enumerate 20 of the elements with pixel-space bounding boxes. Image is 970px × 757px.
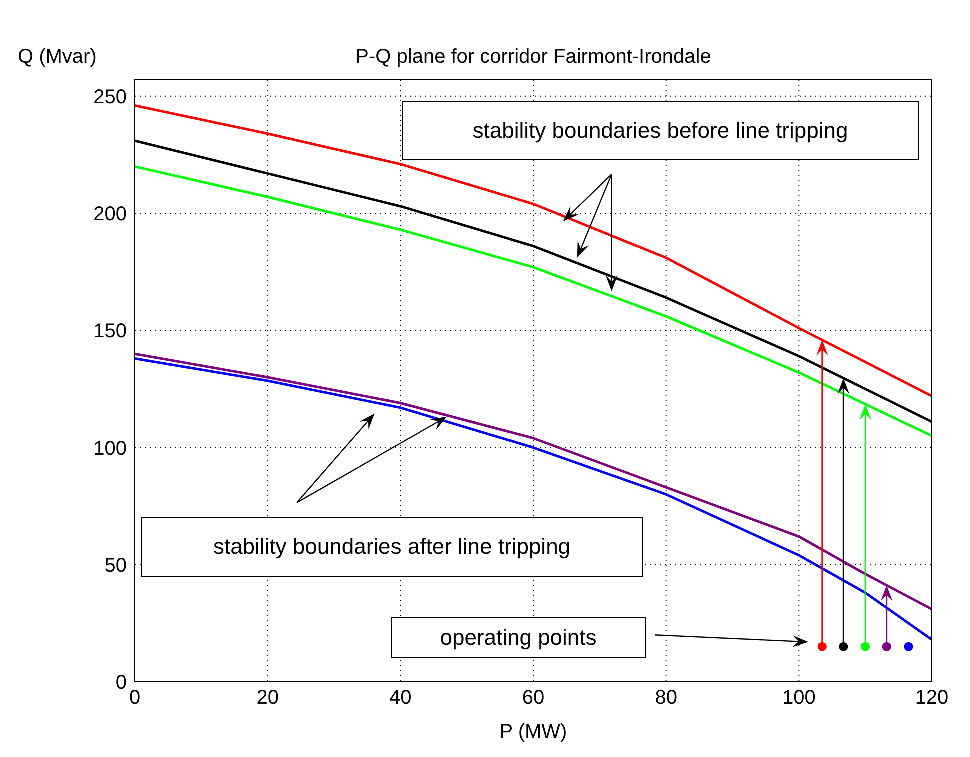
y-tick-label: 150 — [94, 320, 127, 343]
x-tick-label: 40 — [390, 687, 412, 710]
y-axis-title: Q (Mvar) — [18, 46, 97, 69]
x-axis-title: P (MW) — [500, 721, 568, 743]
x-tick-label: 60 — [522, 687, 545, 710]
y-tick-label: 250 — [94, 86, 127, 108]
callout-box: operating points — [391, 617, 646, 658]
x-tick-label: 0 — [129, 687, 141, 710]
y-tick-label: 200 — [94, 204, 127, 226]
callout-box: stability boundaries before line tripping — [402, 101, 919, 160]
y-tick-label: 100 — [94, 438, 127, 460]
x-tick-label: 20 — [256, 687, 279, 710]
x-tick-label: 80 — [655, 687, 678, 710]
x-tick-label: 100 — [782, 687, 816, 710]
callout-box: stability boundaries after line tripping — [141, 517, 643, 577]
y-tick-label: 50 — [104, 554, 127, 577]
x-tick-label: 120 — [915, 687, 949, 710]
chart-title: P-Q plane for corridor Fairmont-Irondale — [354, 46, 712, 69]
y-tick-label: 0 — [116, 672, 127, 694]
line-series — [135, 104, 932, 398]
